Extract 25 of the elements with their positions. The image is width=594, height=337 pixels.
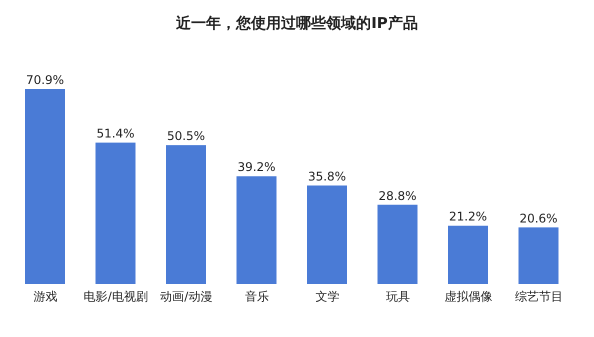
x-tick-label: 文学	[315, 290, 340, 304]
data-label: 28.8%	[378, 188, 417, 203]
bar	[307, 186, 347, 284]
data-label: 70.9%	[26, 73, 64, 88]
bar	[25, 89, 65, 284]
data-label: 51.4%	[96, 126, 135, 141]
bar	[166, 145, 206, 284]
x-tick-label: 电影/电视剧	[84, 290, 148, 304]
data-label: 50.5%	[166, 129, 206, 144]
bar	[448, 226, 488, 284]
bar	[96, 142, 136, 284]
x-tick-label: 游戏	[33, 290, 58, 304]
x-tick-label: 动画/动漫	[160, 290, 212, 304]
data-label: 21.2%	[448, 210, 488, 224]
data-label: 20.6%	[519, 211, 558, 226]
x-tick-label: 音乐	[244, 290, 269, 304]
bar	[236, 176, 276, 284]
bar	[378, 204, 418, 284]
data-label: 35.8%	[308, 170, 346, 184]
x-tick-label: 综艺节目	[514, 290, 563, 304]
data-label: 39.2%	[237, 160, 276, 174]
bar	[518, 227, 558, 284]
x-tick-label: 玩具	[386, 290, 410, 304]
x-tick-label: 虚拟偶像	[444, 290, 492, 304]
chart-title: 近一年，您使用过哪些领域的IP产品	[175, 13, 419, 34]
